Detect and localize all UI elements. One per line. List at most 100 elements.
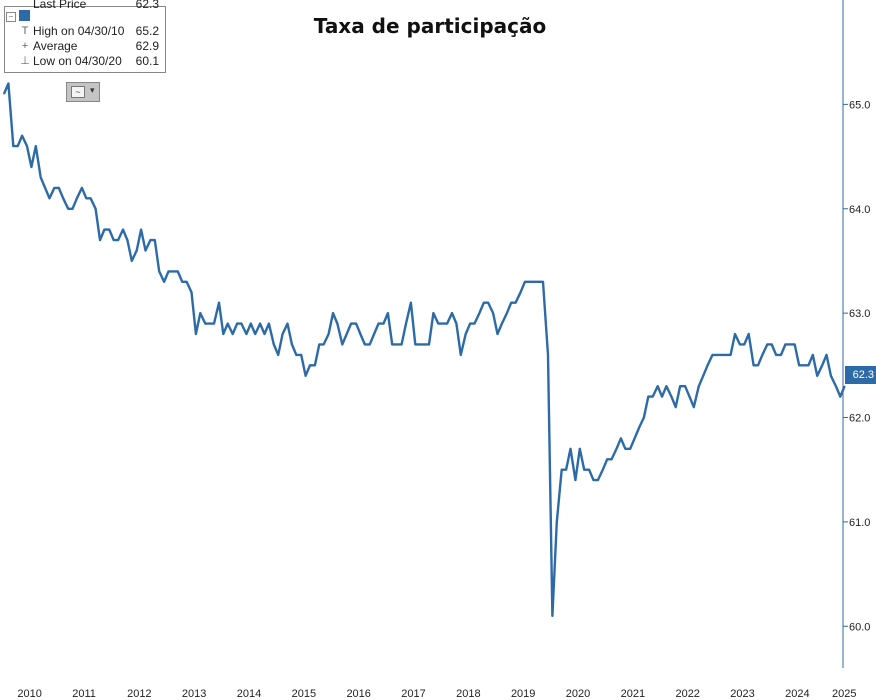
data-point [295,354,297,356]
x-tick-label: 2019 [511,688,535,700]
low-marker-icon: ⊥ [20,55,30,67]
data-point [688,396,691,398]
data-point [428,343,430,345]
data-point [652,396,654,398]
data-point [131,260,133,262]
data-point [730,354,732,356]
data-point [798,364,800,366]
line-chart-icon: ~ [71,86,85,98]
x-tick-label: 2022 [675,688,699,700]
data-point [789,343,791,345]
data-point [414,343,416,345]
data-point [437,323,439,325]
data-point [538,281,540,283]
data-point [661,396,663,398]
data-point [113,239,115,241]
x-tick-label: 2014 [237,688,261,700]
data-point [259,323,261,325]
data-point [839,396,841,398]
data-point [802,364,805,366]
data-point [21,135,23,137]
data-point [218,302,220,304]
data-point [602,469,604,471]
data-point [405,323,407,325]
data-point [473,323,476,325]
data-point [323,343,325,345]
data-point [647,396,649,398]
data-point [48,197,51,199]
data-point [565,469,567,471]
data-point [496,333,499,335]
x-tick-label: 2012 [127,688,151,700]
high-marker-icon: T [21,25,29,37]
data-point [501,323,503,325]
data-point [67,208,69,210]
x-tick-label: 2020 [566,688,590,700]
data-point [17,145,19,147]
y-tick-label: 64.0 [849,204,870,216]
data-point [53,187,56,189]
data-point [533,281,535,283]
data-point [341,343,343,345]
data-point [748,333,750,335]
y-tick-label: 65.0 [849,99,870,111]
data-point [812,354,814,356]
data-point [611,458,613,460]
data-point [44,187,46,189]
data-point [364,343,366,345]
data-point [551,615,554,617]
data-point [720,354,722,356]
chart-type-button[interactable]: ~ ▾ [66,82,100,102]
data-point [122,229,124,231]
data-point [665,385,668,387]
data-point [794,343,796,345]
data-point [624,448,626,450]
data-point [670,396,673,398]
data-point [510,302,512,304]
data-point [190,291,193,293]
data-point [236,323,238,325]
data-point [136,249,138,252]
data-point [58,187,60,189]
legend-value: 65.2 [135,24,159,38]
data-point [711,354,714,356]
last-price-badge: 62.3 [845,366,876,384]
x-tick-label: 2018 [456,688,480,700]
x-tick-label: 2025 [832,688,856,700]
data-point [213,323,215,325]
legend-collapse-icon[interactable]: − [6,12,16,22]
data-point [199,312,201,314]
data-point [835,385,837,387]
data-point [71,208,74,210]
data-point [734,333,736,335]
legend: − Last Price 62.3 T High on 04/30/10 65.… [4,0,166,73]
data-point [254,333,256,335]
data-point [181,281,183,283]
data-point [76,197,78,199]
data-point [282,333,284,335]
legend-item-low: ⊥ Low on 04/30/20 60.1 [5,54,165,69]
x-tick-label: 2015 [292,688,316,700]
data-point [373,333,375,335]
y-tick-label: 63.0 [849,308,870,320]
legend-item-last-price: − Last Price 62.3 [5,0,165,24]
legend-item-high: T High on 04/30/10 65.2 [5,24,165,39]
data-point [739,343,741,345]
data-point [643,416,645,419]
average-marker-icon: + [21,40,29,52]
data-point [277,354,279,356]
chart-title: Taxa de participação [314,14,546,38]
data-point [419,343,421,345]
x-tick-label: 2023 [730,688,754,700]
data-point [807,364,810,366]
data-point [245,333,247,335]
data-point [780,354,782,356]
data-point [30,166,32,168]
data-point [487,302,489,304]
data-point [574,479,577,481]
y-tick-label: 60.0 [849,621,870,633]
data-point [830,375,832,377]
data-point [542,281,544,283]
data-point [469,323,471,325]
